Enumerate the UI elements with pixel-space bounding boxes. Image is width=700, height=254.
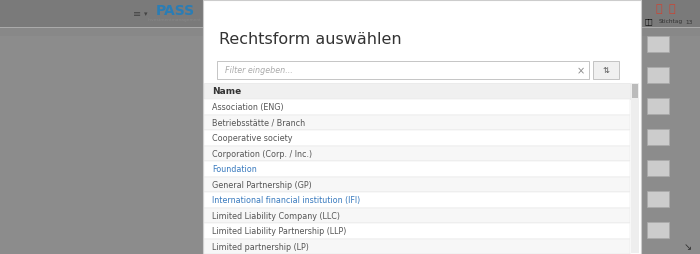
Bar xyxy=(647,222,669,238)
Text: Cooperative society: Cooperative society xyxy=(212,134,293,143)
Text: Limited partnership (LP): Limited partnership (LP) xyxy=(212,242,309,251)
Bar xyxy=(647,37,669,53)
Bar xyxy=(0,0,700,28)
Bar xyxy=(647,68,669,84)
Bar xyxy=(0,28,700,29)
Bar xyxy=(647,99,669,115)
Text: ⇅: ⇅ xyxy=(603,66,610,75)
Bar xyxy=(204,84,630,100)
Bar xyxy=(204,223,630,239)
Bar xyxy=(204,208,630,223)
Text: Rechtsform auswählen: Rechtsform auswählen xyxy=(219,32,402,47)
Text: ▾: ▾ xyxy=(144,11,148,17)
Text: ×: × xyxy=(577,66,585,76)
Bar xyxy=(647,191,669,207)
Bar xyxy=(204,146,630,161)
Text: 🇩🇪: 🇩🇪 xyxy=(645,19,653,25)
Text: ↘: ↘ xyxy=(684,241,692,251)
Bar xyxy=(631,84,639,253)
Bar xyxy=(647,130,669,146)
Bar xyxy=(204,192,630,208)
FancyBboxPatch shape xyxy=(593,62,619,80)
Bar xyxy=(204,115,630,131)
Text: 13: 13 xyxy=(685,19,693,24)
Bar xyxy=(0,29,700,37)
Text: ≡: ≡ xyxy=(133,9,141,19)
Text: International financial institution (IFI): International financial institution (IFI… xyxy=(212,196,360,204)
Text: Foundation: Foundation xyxy=(212,165,257,173)
Text: Limited Liability Partnership (LLP): Limited Liability Partnership (LLP) xyxy=(212,226,346,235)
Text: Filter eingeben...: Filter eingeben... xyxy=(225,66,293,75)
Bar xyxy=(217,62,589,80)
Text: Limited Liability Company (LLC): Limited Liability Company (LLC) xyxy=(212,211,340,220)
Bar xyxy=(204,177,630,192)
Bar xyxy=(204,239,630,254)
Text: Corporation (Corp. / Inc.): Corporation (Corp. / Inc.) xyxy=(212,149,312,158)
Text: ⧉: ⧉ xyxy=(656,4,662,14)
Bar xyxy=(647,160,669,176)
Text: General Partnership (GP): General Partnership (GP) xyxy=(212,180,312,189)
FancyBboxPatch shape xyxy=(203,1,641,254)
Text: PASS: PASS xyxy=(155,4,195,18)
Text: ⧉: ⧉ xyxy=(668,4,676,14)
Bar xyxy=(204,100,630,115)
Bar xyxy=(632,85,638,99)
Text: Association (ENG): Association (ENG) xyxy=(212,103,284,112)
Text: Investmentmanagement: Investmentmanagement xyxy=(148,18,202,22)
Text: Name: Name xyxy=(212,87,241,96)
Bar xyxy=(204,131,630,146)
Text: Betriebsstätte / Branch: Betriebsstätte / Branch xyxy=(212,118,305,127)
Text: Stichtag: Stichtag xyxy=(659,19,683,24)
Bar xyxy=(204,161,630,177)
